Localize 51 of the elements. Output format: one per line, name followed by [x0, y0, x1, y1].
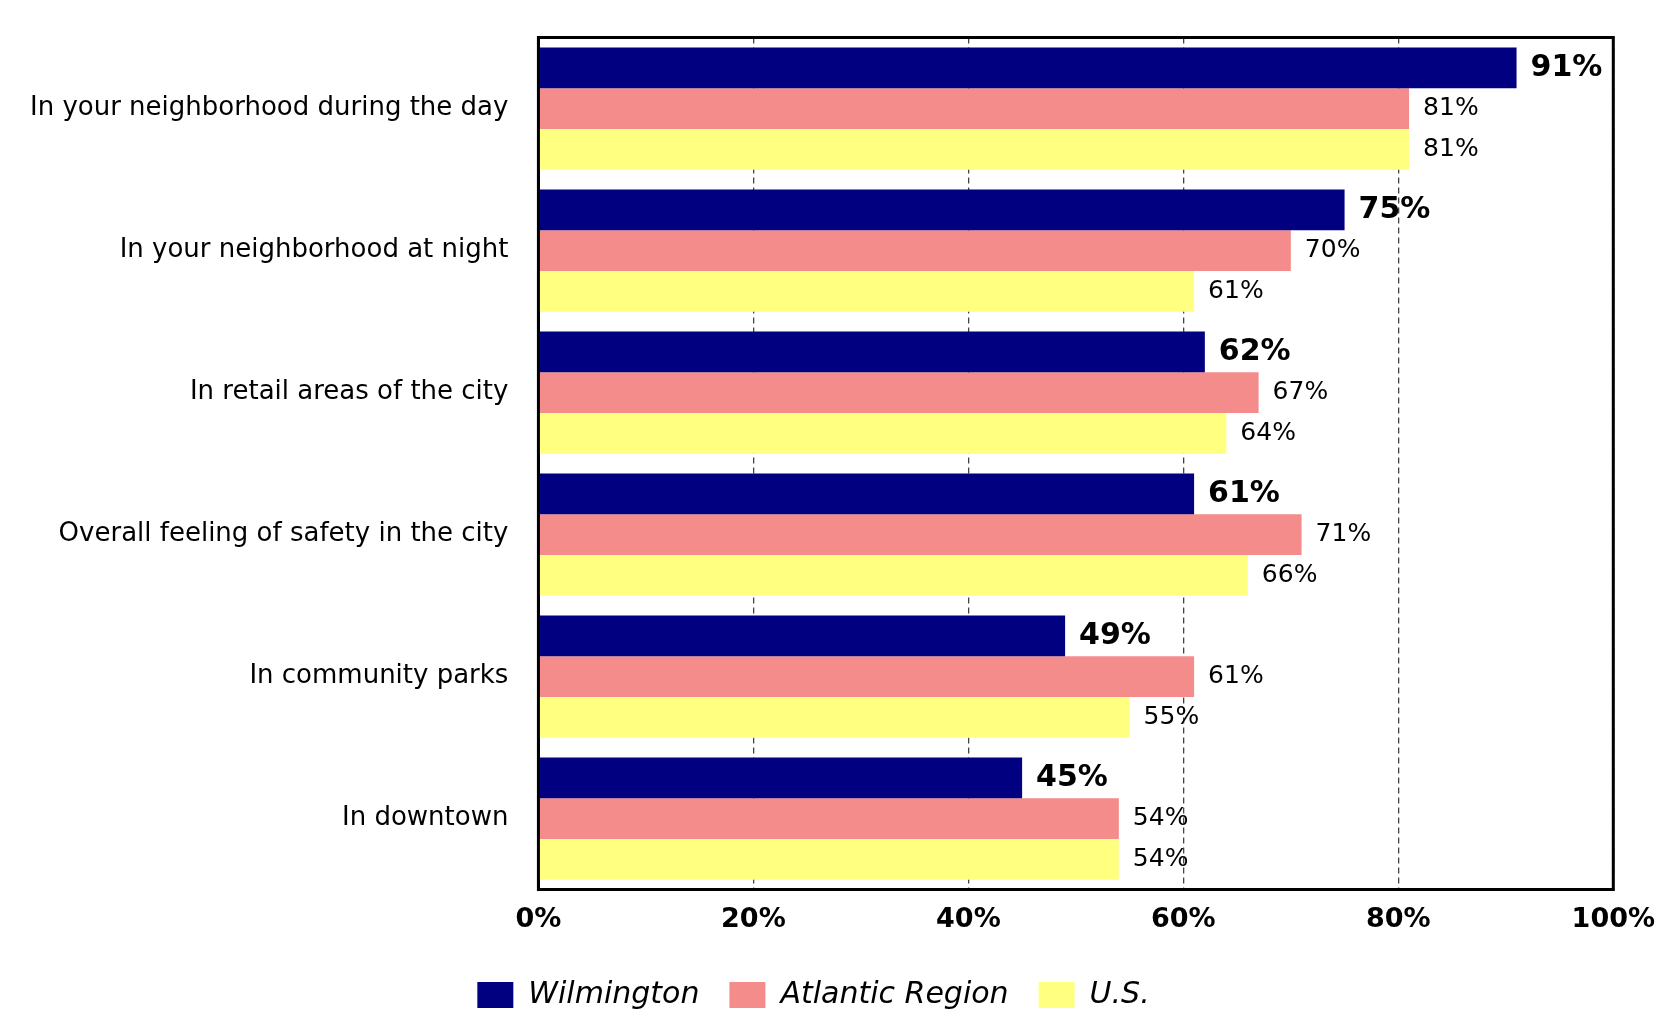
bar [539, 757, 1023, 799]
legend-label: Wilmington [528, 974, 700, 1010]
x-tick-label: 0% [515, 901, 562, 933]
bar [539, 88, 1410, 129]
bar [539, 838, 1119, 880]
bar [539, 47, 1517, 89]
data-label: 71% [1315, 518, 1372, 548]
data-label: 62% [1218, 331, 1291, 367]
data-label: 61% [1208, 473, 1280, 509]
data-label: 45% [1036, 757, 1108, 793]
data-label: 66% [1261, 558, 1318, 588]
bar [539, 372, 1259, 413]
bar [539, 189, 1345, 231]
data-label: 81% [1423, 92, 1479, 122]
data-label: 54% [1132, 802, 1189, 832]
data-label: 81% [1423, 132, 1479, 162]
x-tick-label: 100% [1571, 901, 1655, 933]
data-label: 67% [1272, 376, 1329, 406]
bar [539, 514, 1302, 555]
x-tick-label: 80% [1366, 901, 1431, 933]
data-label: 61% [1208, 660, 1264, 690]
bar [539, 615, 1066, 657]
bar [539, 412, 1227, 454]
bar [539, 128, 1410, 170]
bar [539, 554, 1248, 596]
data-label: 75% [1358, 189, 1431, 225]
y-tick-label: In downtown [342, 801, 509, 832]
bar [539, 656, 1195, 697]
x-tick-label: 60% [1151, 901, 1216, 933]
data-label: 49% [1079, 615, 1151, 651]
legend-label: Atlantic Region [778, 974, 1009, 1010]
y-tick-label: In retail areas of the city [189, 375, 509, 406]
bar [539, 270, 1195, 312]
bar [539, 473, 1195, 515]
x-tick-label: 40% [936, 901, 1001, 933]
legend-label: U.S. [1089, 974, 1150, 1010]
bar [539, 230, 1291, 271]
x-tick-label: 20% [721, 901, 786, 933]
bar [539, 798, 1119, 839]
data-label: 70% [1304, 234, 1361, 264]
y-tick-label: In your neighborhood during the day [29, 91, 509, 122]
bar [539, 331, 1205, 373]
y-tick-label: Overall feeling of safety in the city [58, 517, 509, 548]
data-label: 64% [1240, 416, 1296, 446]
data-label: 61% [1208, 274, 1264, 304]
data-label: 54% [1132, 842, 1189, 872]
data-label: 91% [1530, 47, 1603, 83]
data-label: 55% [1143, 700, 1200, 730]
y-tick-label: In community parks [249, 659, 509, 690]
y-tick-label: In your neighborhood at night [119, 233, 509, 264]
bar [539, 696, 1130, 738]
